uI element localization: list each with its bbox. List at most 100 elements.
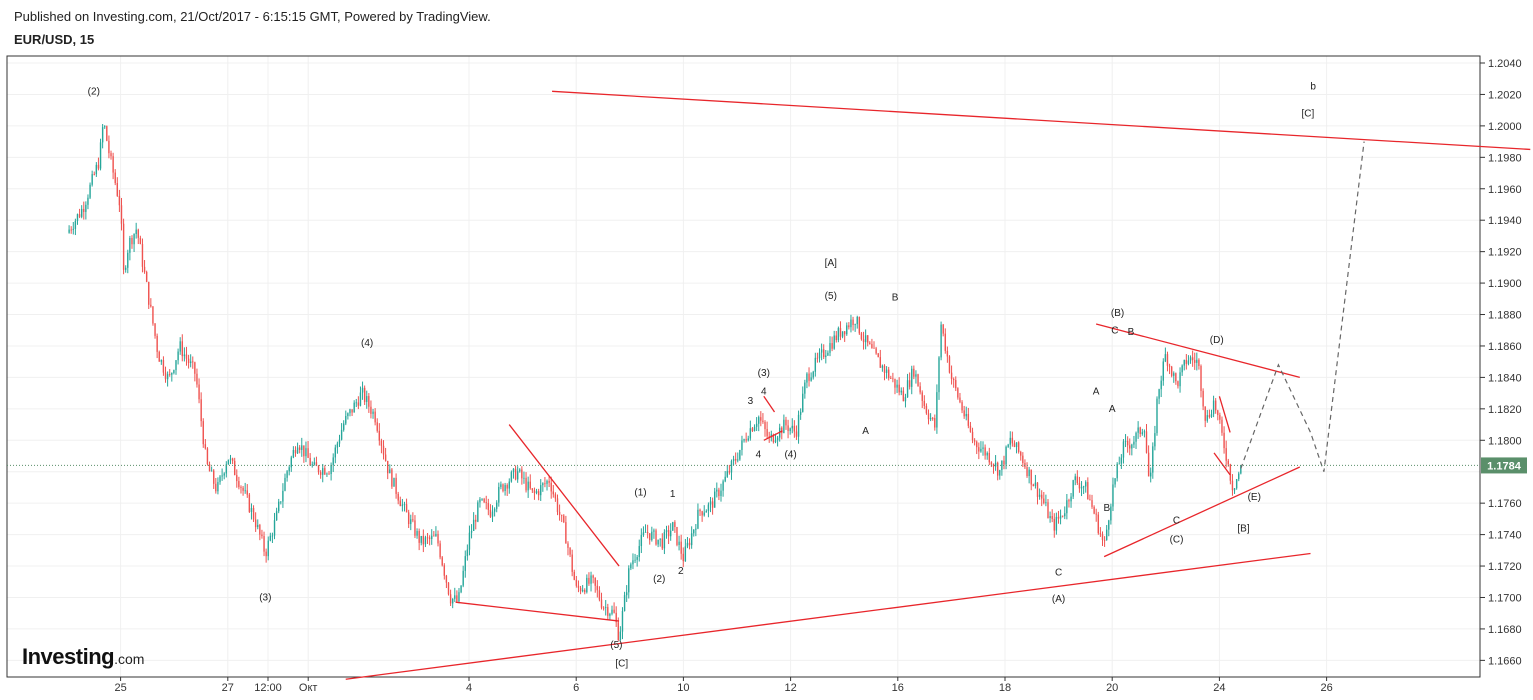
candle-body bbox=[1194, 360, 1196, 363]
candle-body bbox=[447, 582, 450, 595]
candle-body bbox=[938, 357, 940, 393]
candle-body bbox=[942, 324, 944, 334]
candle-body bbox=[259, 524, 261, 535]
candle-body bbox=[263, 536, 265, 552]
candle-body bbox=[837, 328, 840, 341]
candle-body bbox=[661, 538, 664, 549]
candle-body bbox=[278, 501, 280, 512]
candle-body bbox=[556, 498, 559, 512]
candle-body bbox=[877, 353, 879, 358]
candle-body bbox=[911, 368, 913, 387]
candle-body bbox=[741, 440, 743, 450]
candle-body bbox=[663, 532, 666, 549]
candle-body bbox=[169, 374, 171, 375]
candle-body bbox=[609, 613, 611, 616]
candle-body bbox=[829, 343, 831, 353]
candle-body bbox=[378, 430, 381, 441]
candle-body bbox=[242, 487, 244, 491]
candle-body bbox=[1072, 480, 1074, 497]
candle-body bbox=[1007, 444, 1009, 447]
candle-body bbox=[600, 599, 603, 608]
candle-body bbox=[1181, 365, 1183, 373]
candle-body bbox=[372, 411, 374, 414]
candle-body bbox=[1061, 515, 1064, 517]
candle-body bbox=[1202, 390, 1204, 407]
candle-body bbox=[1131, 444, 1133, 449]
candle-body bbox=[512, 468, 515, 473]
candle-body bbox=[722, 481, 724, 491]
candle-body bbox=[225, 464, 228, 474]
candle-body bbox=[871, 344, 873, 348]
candle-body bbox=[127, 252, 129, 268]
candle-body bbox=[124, 267, 127, 270]
candle-body bbox=[204, 444, 207, 449]
wave-label: 4 bbox=[761, 387, 767, 398]
candle-body bbox=[286, 471, 288, 478]
candle-body bbox=[353, 402, 355, 413]
trendline-oct-falling-line bbox=[508, 424, 620, 567]
candle-body bbox=[900, 390, 902, 393]
candle-body bbox=[678, 541, 680, 545]
x-tick-label: 4 bbox=[466, 682, 472, 694]
candle-body bbox=[1005, 446, 1007, 465]
candle-body bbox=[496, 502, 498, 509]
candle-body bbox=[1118, 463, 1120, 465]
candle-body bbox=[1022, 455, 1024, 464]
candle-body bbox=[227, 459, 230, 465]
candle-body bbox=[646, 532, 649, 534]
candle-body bbox=[282, 490, 284, 502]
candle-body bbox=[410, 519, 412, 525]
candle-body bbox=[185, 354, 188, 359]
candle-body bbox=[1011, 437, 1014, 444]
wave-label: [C] bbox=[1301, 108, 1314, 119]
candle-body bbox=[558, 511, 561, 515]
candle-body bbox=[252, 508, 255, 520]
candle-body bbox=[85, 204, 87, 212]
candle-body bbox=[397, 493, 399, 501]
wave-label: (E) bbox=[1248, 492, 1261, 503]
candle-body bbox=[527, 481, 529, 491]
candle-body bbox=[366, 396, 368, 402]
candle-body bbox=[303, 445, 305, 457]
candle-body bbox=[665, 530, 668, 533]
candle-body bbox=[1238, 473, 1240, 480]
candle-body bbox=[451, 598, 454, 604]
candle-body bbox=[758, 417, 760, 424]
candle-body bbox=[101, 127, 104, 143]
candle-body bbox=[498, 486, 500, 503]
candle-body bbox=[76, 214, 79, 221]
candle-body bbox=[1160, 380, 1162, 390]
candle-body bbox=[569, 547, 571, 555]
candle-body bbox=[584, 589, 586, 593]
wave-label: [B] bbox=[1237, 523, 1249, 534]
candle-body bbox=[292, 450, 295, 458]
candle-body bbox=[143, 266, 146, 272]
wave-label: 2 bbox=[678, 566, 684, 577]
candle-body bbox=[982, 447, 984, 449]
candle-body bbox=[833, 335, 835, 349]
candle-body bbox=[887, 369, 890, 379]
candle-body bbox=[638, 546, 640, 558]
candle-body bbox=[1099, 533, 1102, 535]
candle-body bbox=[1074, 476, 1076, 481]
candle-body bbox=[187, 358, 190, 364]
candle-body bbox=[797, 414, 800, 437]
candle-body bbox=[718, 489, 720, 497]
candle-body bbox=[206, 448, 209, 465]
symbol-title: EUR/USD, 15 bbox=[14, 32, 95, 47]
candle-body bbox=[843, 331, 846, 335]
candle-body bbox=[676, 527, 678, 545]
candle-body bbox=[567, 543, 569, 548]
candle-body bbox=[208, 464, 211, 472]
candle-body bbox=[701, 511, 703, 516]
candle-body bbox=[703, 512, 705, 516]
candle-body bbox=[563, 515, 565, 523]
candle-body bbox=[586, 577, 588, 593]
candle-body bbox=[1122, 441, 1125, 458]
candle-body bbox=[91, 174, 93, 185]
candle-body bbox=[1095, 513, 1097, 515]
candle-body bbox=[732, 458, 735, 462]
candle-body bbox=[236, 475, 238, 482]
candle-body bbox=[120, 205, 123, 224]
